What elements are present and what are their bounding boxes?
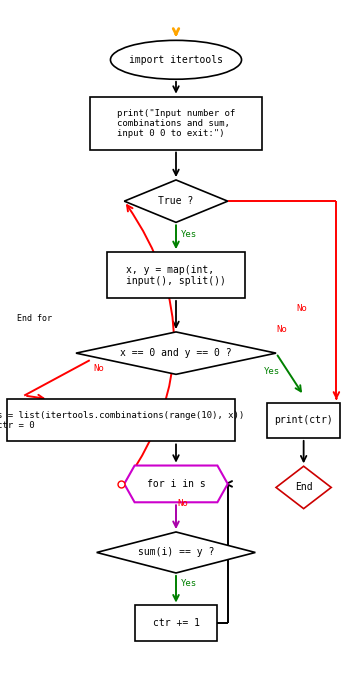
Polygon shape xyxy=(124,466,228,502)
Text: True ?: True ? xyxy=(158,196,194,206)
Text: print("Input number of
combinations and sum,
input 0 0 to exit:"): print("Input number of combinations and … xyxy=(117,108,235,138)
Text: print(ctr): print(ctr) xyxy=(274,416,333,425)
Bar xyxy=(268,403,340,438)
Bar xyxy=(90,97,262,150)
Bar xyxy=(107,252,245,298)
Text: sum(i) == y ?: sum(i) == y ? xyxy=(138,547,214,557)
Ellipse shape xyxy=(111,41,241,79)
Text: import itertools: import itertools xyxy=(129,55,223,65)
Bar xyxy=(134,605,218,641)
Text: s = list(itertools.combinations(range(10), x))
ctr = 0: s = list(itertools.combinations(range(10… xyxy=(0,411,244,430)
Text: for i in s: for i in s xyxy=(147,479,205,489)
Text: ctr += 1: ctr += 1 xyxy=(152,618,200,628)
Text: End: End xyxy=(295,483,313,492)
Text: No: No xyxy=(178,499,188,508)
Text: End for: End for xyxy=(17,315,52,323)
Polygon shape xyxy=(97,532,255,573)
Text: Yes: Yes xyxy=(181,580,197,589)
Polygon shape xyxy=(76,332,276,374)
Polygon shape xyxy=(124,180,228,222)
Text: Yes: Yes xyxy=(264,367,280,376)
Text: No: No xyxy=(297,304,308,313)
Text: x, y = map(int,
input(), split()): x, y = map(int, input(), split()) xyxy=(126,264,226,286)
Polygon shape xyxy=(276,466,331,508)
Text: No: No xyxy=(276,325,287,334)
Bar xyxy=(7,399,235,441)
Text: x == 0 and y == 0 ?: x == 0 and y == 0 ? xyxy=(120,348,232,358)
Text: No: No xyxy=(93,364,104,373)
Text: Yes: Yes xyxy=(181,230,197,239)
